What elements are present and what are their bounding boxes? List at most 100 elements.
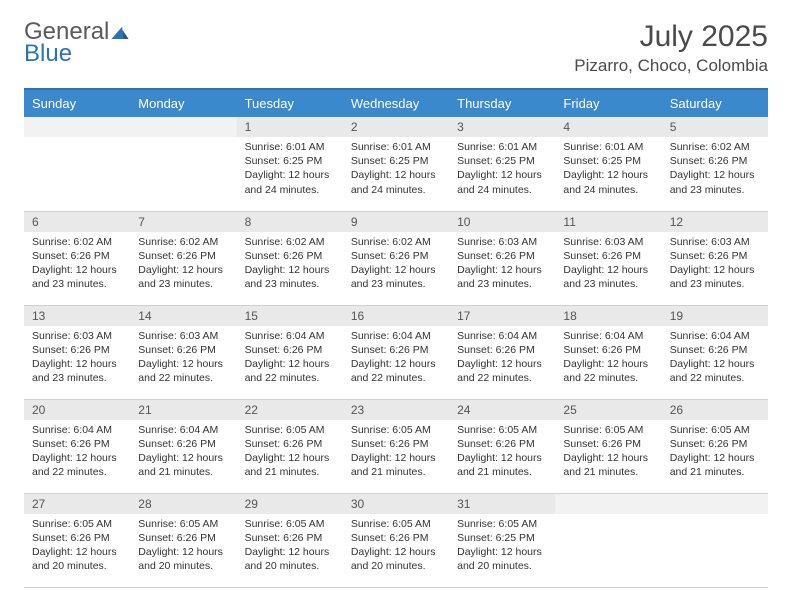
day-detail-line: Sunrise: 6:03 AM — [457, 235, 547, 249]
day-number: 4 — [555, 117, 661, 137]
day-detail-line: and 21 minutes. — [351, 465, 441, 479]
calendar-cell: 13Sunrise: 6:03 AMSunset: 6:26 PMDayligh… — [24, 305, 130, 399]
day-number: 17 — [449, 306, 555, 326]
day-number: 30 — [343, 494, 449, 514]
day-number: 1 — [237, 117, 343, 137]
day-details: Sunrise: 6:05 AMSunset: 6:26 PMDaylight:… — [343, 514, 449, 580]
day-number: 24 — [449, 400, 555, 420]
day-header: Sunday — [24, 89, 130, 117]
day-number: 13 — [24, 306, 130, 326]
calendar-page: GeneralBlue July 2025 Pizarro, Choco, Co… — [0, 0, 792, 608]
day-detail-line: Sunset: 6:26 PM — [32, 531, 122, 545]
day-detail-line: Sunrise: 6:04 AM — [670, 329, 760, 343]
page-header: GeneralBlue July 2025 Pizarro, Choco, Co… — [24, 20, 768, 76]
header-right: July 2025 Pizarro, Choco, Colombia — [574, 20, 768, 76]
calendar-cell — [555, 493, 661, 587]
day-detail-line: and 23 minutes. — [563, 277, 653, 291]
day-detail-line: and 22 minutes. — [457, 371, 547, 385]
day-detail-line: Sunset: 6:26 PM — [457, 437, 547, 451]
day-detail-line: Daylight: 12 hours — [351, 168, 441, 182]
calendar-cell: 4Sunrise: 6:01 AMSunset: 6:25 PMDaylight… — [555, 117, 661, 211]
day-detail-line: Daylight: 12 hours — [245, 168, 335, 182]
calendar-cell: 14Sunrise: 6:03 AMSunset: 6:26 PMDayligh… — [130, 305, 236, 399]
day-detail-line: and 23 minutes. — [245, 277, 335, 291]
day-details: Sunrise: 6:01 AMSunset: 6:25 PMDaylight:… — [237, 137, 343, 203]
day-detail-line: Sunrise: 6:05 AM — [670, 423, 760, 437]
day-detail-line: Daylight: 12 hours — [563, 357, 653, 371]
day-details: Sunrise: 6:03 AMSunset: 6:26 PMDaylight:… — [24, 326, 130, 392]
day-detail-line: Sunset: 6:26 PM — [351, 343, 441, 357]
calendar-cell: 25Sunrise: 6:05 AMSunset: 6:26 PMDayligh… — [555, 399, 661, 493]
day-number: 10 — [449, 212, 555, 232]
calendar-cell — [130, 117, 236, 211]
day-number: 29 — [237, 494, 343, 514]
day-detail-line: Sunrise: 6:05 AM — [457, 423, 547, 437]
day-detail-line: Sunrise: 6:05 AM — [245, 423, 335, 437]
calendar-cell: 11Sunrise: 6:03 AMSunset: 6:26 PMDayligh… — [555, 211, 661, 305]
day-details: Sunrise: 6:02 AMSunset: 6:26 PMDaylight:… — [130, 232, 236, 298]
day-detail-line: and 22 minutes. — [670, 371, 760, 385]
day-detail-line: and 21 minutes. — [457, 465, 547, 479]
day-detail-line: Sunrise: 6:05 AM — [563, 423, 653, 437]
day-detail-line: Daylight: 12 hours — [32, 357, 122, 371]
day-detail-line: and 24 minutes. — [245, 183, 335, 197]
day-detail-line: Sunrise: 6:05 AM — [457, 517, 547, 531]
day-detail-line: Daylight: 12 hours — [563, 168, 653, 182]
day-detail-line: Sunrise: 6:04 AM — [457, 329, 547, 343]
day-details: Sunrise: 6:03 AMSunset: 6:26 PMDaylight:… — [130, 326, 236, 392]
day-detail-line: and 20 minutes. — [32, 559, 122, 573]
calendar-cell: 28Sunrise: 6:05 AMSunset: 6:26 PMDayligh… — [130, 493, 236, 587]
day-header: Monday — [130, 89, 236, 117]
calendar-cell: 24Sunrise: 6:05 AMSunset: 6:26 PMDayligh… — [449, 399, 555, 493]
day-detail-line: Daylight: 12 hours — [138, 263, 228, 277]
day-number: 25 — [555, 400, 661, 420]
calendar-week: 27Sunrise: 6:05 AMSunset: 6:26 PMDayligh… — [24, 493, 768, 587]
calendar-cell: 15Sunrise: 6:04 AMSunset: 6:26 PMDayligh… — [237, 305, 343, 399]
day-detail-line: Sunset: 6:26 PM — [245, 437, 335, 451]
calendar-cell: 6Sunrise: 6:02 AMSunset: 6:26 PMDaylight… — [24, 211, 130, 305]
day-header: Thursday — [449, 89, 555, 117]
calendar-body: 1Sunrise: 6:01 AMSunset: 6:25 PMDaylight… — [24, 117, 768, 587]
calendar-week: 13Sunrise: 6:03 AMSunset: 6:26 PMDayligh… — [24, 305, 768, 399]
day-number: 20 — [24, 400, 130, 420]
day-number: 23 — [343, 400, 449, 420]
day-detail-line: Daylight: 12 hours — [457, 168, 547, 182]
calendar-cell: 8Sunrise: 6:02 AMSunset: 6:26 PMDaylight… — [237, 211, 343, 305]
calendar-cell: 3Sunrise: 6:01 AMSunset: 6:25 PMDaylight… — [449, 117, 555, 211]
month-title: July 2025 — [574, 20, 768, 54]
day-detail-line: Sunrise: 6:03 AM — [138, 329, 228, 343]
day-detail-line: and 20 minutes. — [138, 559, 228, 573]
day-detail-line: Daylight: 12 hours — [245, 451, 335, 465]
day-detail-line: Sunset: 6:25 PM — [351, 154, 441, 168]
day-detail-line: Daylight: 12 hours — [670, 263, 760, 277]
calendar-cell: 19Sunrise: 6:04 AMSunset: 6:26 PMDayligh… — [662, 305, 768, 399]
day-detail-line: Sunset: 6:26 PM — [138, 531, 228, 545]
day-detail-line: Daylight: 12 hours — [457, 451, 547, 465]
day-details: Sunrise: 6:02 AMSunset: 6:26 PMDaylight:… — [24, 232, 130, 298]
day-number: 5 — [662, 117, 768, 137]
day-detail-line: Sunrise: 6:02 AM — [138, 235, 228, 249]
day-detail-line: Sunset: 6:26 PM — [245, 249, 335, 263]
calendar-cell — [24, 117, 130, 211]
calendar-cell: 9Sunrise: 6:02 AMSunset: 6:26 PMDaylight… — [343, 211, 449, 305]
day-detail-line: Daylight: 12 hours — [563, 451, 653, 465]
day-number: 21 — [130, 400, 236, 420]
day-detail-line: Sunset: 6:26 PM — [351, 437, 441, 451]
day-details: Sunrise: 6:04 AMSunset: 6:26 PMDaylight:… — [24, 420, 130, 486]
calendar-cell: 18Sunrise: 6:04 AMSunset: 6:26 PMDayligh… — [555, 305, 661, 399]
logo-triangle-icon — [110, 18, 130, 45]
day-detail-line: and 23 minutes. — [138, 277, 228, 291]
day-detail-line: Sunset: 6:26 PM — [32, 343, 122, 357]
day-detail-line: Sunset: 6:26 PM — [457, 343, 547, 357]
day-header: Friday — [555, 89, 661, 117]
day-detail-line: Sunset: 6:26 PM — [138, 343, 228, 357]
day-details: Sunrise: 6:03 AMSunset: 6:26 PMDaylight:… — [449, 232, 555, 298]
day-number: 28 — [130, 494, 236, 514]
day-detail-line: Daylight: 12 hours — [351, 451, 441, 465]
day-detail-line: Sunrise: 6:02 AM — [670, 140, 760, 154]
day-detail-line: and 22 minutes. — [138, 371, 228, 385]
day-details: Sunrise: 6:05 AMSunset: 6:26 PMDaylight:… — [449, 420, 555, 486]
day-detail-line: Daylight: 12 hours — [351, 357, 441, 371]
day-details: Sunrise: 6:05 AMSunset: 6:26 PMDaylight:… — [237, 514, 343, 580]
day-detail-line: and 21 minutes. — [563, 465, 653, 479]
